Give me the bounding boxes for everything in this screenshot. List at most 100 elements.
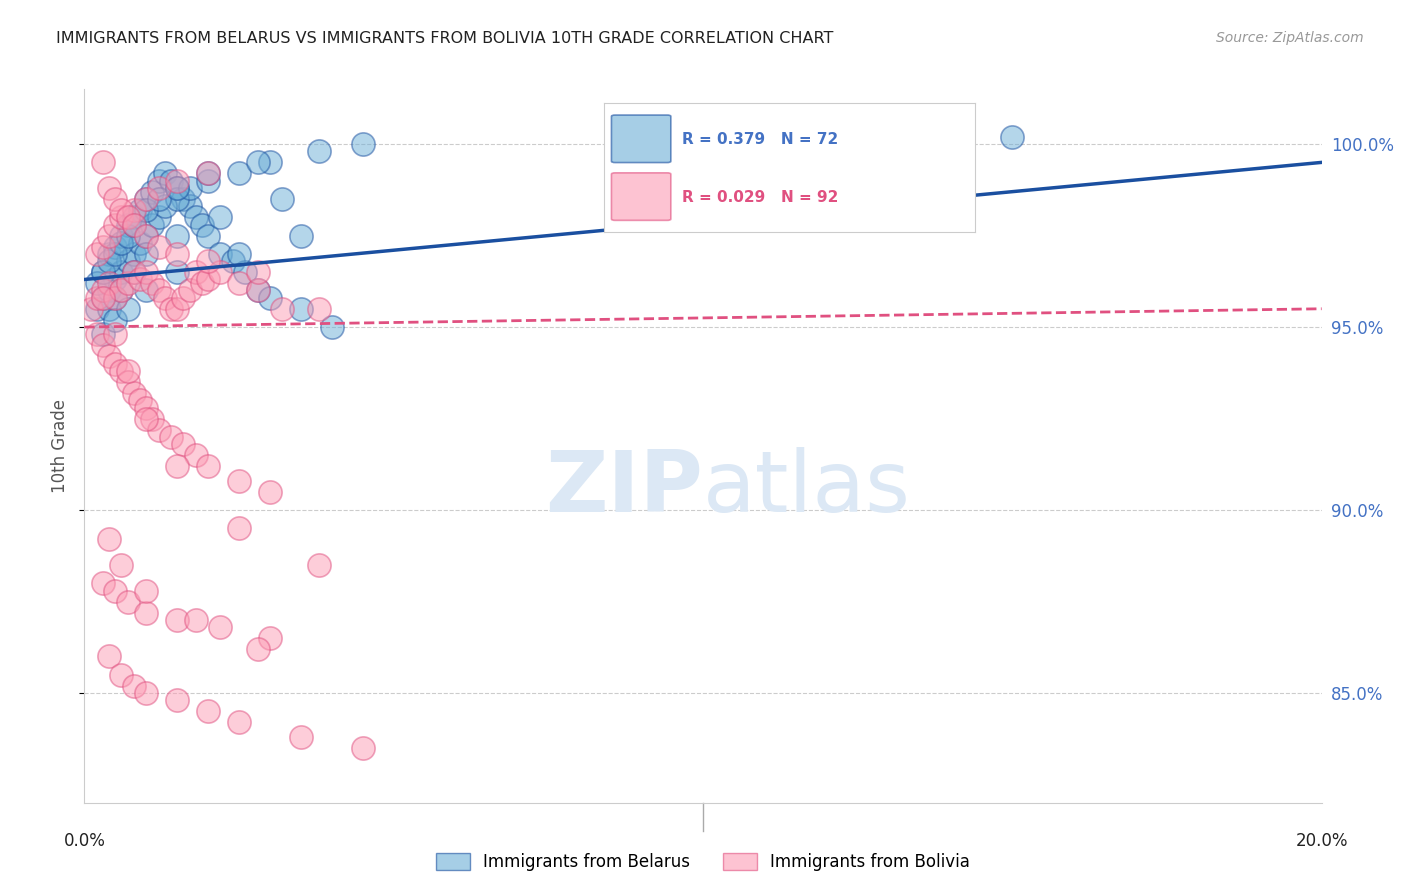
Point (228, 166, 250, 180)
Point (197, 459, 219, 474)
Point (308, 145, 330, 159)
Point (172, 437, 194, 451)
Text: 0.0%: 0.0% (63, 832, 105, 850)
Point (135, 583, 157, 598)
Point (110, 265, 132, 279)
Point (166, 181, 188, 195)
Point (129, 393, 152, 408)
Point (228, 521, 250, 535)
Point (290, 301, 312, 316)
Point (104, 583, 127, 598)
Point (122, 218, 145, 232)
Point (122, 386, 145, 401)
Point (98, 228, 121, 243)
Point (91, 265, 114, 279)
Point (104, 218, 127, 232)
Point (166, 181, 188, 195)
Point (86, 247, 108, 261)
Point (228, 276, 250, 290)
Point (135, 686, 157, 700)
Point (122, 247, 145, 261)
Point (91, 576, 114, 591)
Point (308, 301, 330, 316)
Point (197, 228, 219, 243)
Point (122, 211, 145, 225)
Point (110, 202, 132, 217)
Point (117, 276, 139, 290)
Point (197, 166, 219, 180)
Point (117, 254, 139, 268)
Point (117, 228, 139, 243)
Point (184, 265, 207, 279)
Point (166, 192, 188, 206)
Point (104, 192, 127, 206)
Point (197, 174, 219, 188)
Point (91, 265, 114, 279)
Point (104, 291, 127, 305)
Point (110, 228, 132, 243)
Point (129, 272, 152, 286)
Point (117, 375, 139, 389)
Point (135, 228, 157, 243)
Point (122, 218, 145, 232)
Point (197, 254, 219, 268)
Point (308, 558, 330, 572)
Point (117, 218, 139, 232)
Point (98, 247, 121, 261)
Point (179, 199, 201, 213)
Point (104, 247, 127, 261)
Text: Source: ZipAtlas.com: Source: ZipAtlas.com (1216, 31, 1364, 45)
Point (246, 284, 269, 298)
Point (104, 272, 127, 286)
Point (135, 284, 157, 298)
Point (141, 218, 163, 232)
Point (160, 174, 183, 188)
Point (166, 301, 188, 316)
Point (222, 254, 245, 268)
Point (110, 667, 132, 681)
Point (135, 247, 157, 261)
Point (166, 613, 188, 627)
Point (246, 155, 269, 169)
Point (228, 247, 250, 261)
Point (172, 192, 194, 206)
Point (166, 174, 188, 188)
Point (197, 272, 219, 286)
Point (209, 265, 232, 279)
Text: IMMIGRANTS FROM BELARUS VS IMMIGRANTS FROM BOLIVIA 10TH GRADE CORRELATION CHART: IMMIGRANTS FROM BELARUS VS IMMIGRANTS FR… (56, 31, 834, 46)
Point (352, 740, 374, 755)
Point (98, 276, 121, 290)
Point (110, 558, 132, 572)
Point (352, 137, 374, 152)
Point (86, 276, 108, 290)
Point (98, 301, 121, 316)
Point (98, 284, 121, 298)
Text: atlas: atlas (703, 447, 911, 531)
Point (259, 484, 281, 499)
Point (166, 247, 188, 261)
Point (135, 411, 157, 425)
Y-axis label: 10th Grade: 10th Grade (51, 399, 69, 493)
Point (141, 185, 163, 199)
Legend: Immigrants from Belarus, Immigrants from Bolivia: Immigrants from Belarus, Immigrants from… (427, 845, 979, 880)
Point (122, 202, 145, 217)
Point (104, 357, 127, 371)
Point (117, 594, 139, 608)
Point (184, 448, 207, 462)
Point (179, 181, 201, 195)
Point (79, 301, 101, 316)
Point (290, 228, 312, 243)
Point (148, 239, 170, 253)
Point (141, 411, 163, 425)
Point (271, 301, 294, 316)
Point (98, 533, 121, 547)
Point (122, 265, 145, 279)
Point (104, 239, 127, 253)
Point (148, 284, 170, 298)
Point (98, 649, 121, 664)
Point (104, 312, 127, 326)
Point (228, 474, 250, 488)
Point (191, 276, 214, 290)
Point (110, 211, 132, 225)
Point (228, 715, 250, 730)
